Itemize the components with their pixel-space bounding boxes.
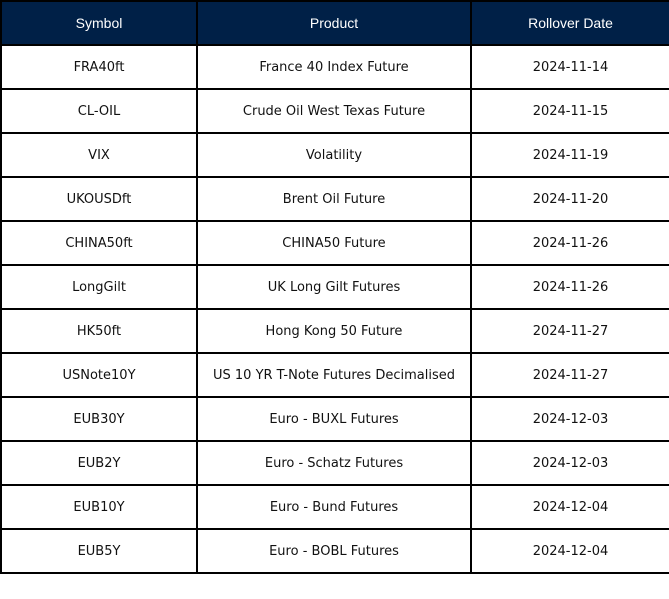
cell-rollover-date: 2024-11-26 (470, 264, 669, 310)
table-row: CL-OIL Crude Oil West Texas Future 2024-11… (0, 88, 669, 134)
cell-product: Crude Oil West Texas Future (196, 88, 472, 134)
table-row: LongGilt UK Long Gilt Futures 2024-11-26 (0, 264, 669, 310)
header-product: Product (196, 0, 472, 46)
cell-symbol: LongGilt (0, 264, 198, 310)
cell-product: Euro - Schatz Futures (196, 440, 472, 486)
cell-product: Euro - BUXL Futures (196, 396, 472, 442)
cell-product: Euro - Bund Futures (196, 484, 472, 530)
cell-symbol: HK50ft (0, 308, 198, 354)
cell-symbol: VIX (0, 132, 198, 178)
cell-rollover-date: 2024-11-26 (470, 220, 669, 266)
cell-product: Brent Oil Future (196, 176, 472, 222)
cell-rollover-date: 2024-12-03 (470, 396, 669, 442)
cell-product: Volatility (196, 132, 472, 178)
cell-product: CHINA50 Future (196, 220, 472, 266)
table-row: HK50ft Hong Kong 50 Future 2024-11-27 (0, 308, 669, 354)
table-row: FRA40ft France 40 Index Future 2024-11-14 (0, 44, 669, 90)
cell-symbol: CHINA50ft (0, 220, 198, 266)
header-symbol: Symbol (0, 0, 198, 46)
cell-symbol: EUB10Y (0, 484, 198, 530)
table-row: EUB2Y Euro - Schatz Futures 2024-12-03 (0, 440, 669, 486)
rollover-table: Symbol Product Rollover Date FRA40ft Fran… (0, 0, 669, 574)
cell-symbol: EUB5Y (0, 528, 198, 574)
cell-product: Euro - BOBL Futures (196, 528, 472, 574)
table-body: FRA40ft France 40 Index Future 2024-11-14 C… (0, 44, 669, 574)
table-row: UKOUSDft Brent Oil Future 2024-11-20 (0, 176, 669, 222)
table-row: CHINA50ft CHINA50 Future 2024-11-26 (0, 220, 669, 266)
cell-product: France 40 Index Future (196, 44, 472, 90)
cell-product: US 10 YR T-Note Futures Decimalised (196, 352, 472, 398)
cell-rollover-date: 2024-12-04 (470, 484, 669, 530)
cell-rollover-date: 2024-11-14 (470, 44, 669, 90)
cell-symbol: USNote10Y (0, 352, 198, 398)
cell-rollover-date: 2024-11-19 (470, 132, 669, 178)
cell-rollover-date: 2024-11-27 (470, 352, 669, 398)
cell-symbol: CL-OIL (0, 88, 198, 134)
cell-product: UK Long Gilt Futures (196, 264, 472, 310)
cell-rollover-date: 2024-12-03 (470, 440, 669, 486)
cell-symbol: EUB30Y (0, 396, 198, 442)
table-row: USNote10Y US 10 YR T-Note Futures Decimal… (0, 352, 669, 398)
cell-rollover-date: 2024-11-27 (470, 308, 669, 354)
table-row: EUB30Y Euro - BUXL Futures 2024-12-03 (0, 396, 669, 442)
cell-symbol: UKOUSDft (0, 176, 198, 222)
cell-product: Hong Kong 50 Future (196, 308, 472, 354)
cell-rollover-date: 2024-11-20 (470, 176, 669, 222)
table-row: VIX Volatility 2024-11-19 (0, 132, 669, 178)
cell-rollover-date: 2024-12-04 (470, 528, 669, 574)
table-row: EUB10Y Euro - Bund Futures 2024-12-04 (0, 484, 669, 530)
table-row: EUB5Y Euro - BOBL Futures 2024-12-04 (0, 528, 669, 574)
cell-symbol: EUB2Y (0, 440, 198, 486)
header-row: Symbol Product Rollover Date (0, 0, 669, 46)
header-rollover-date: Rollover Date (470, 0, 669, 46)
cell-symbol: FRA40ft (0, 44, 198, 90)
cell-rollover-date: 2024-11-15 (470, 88, 669, 134)
